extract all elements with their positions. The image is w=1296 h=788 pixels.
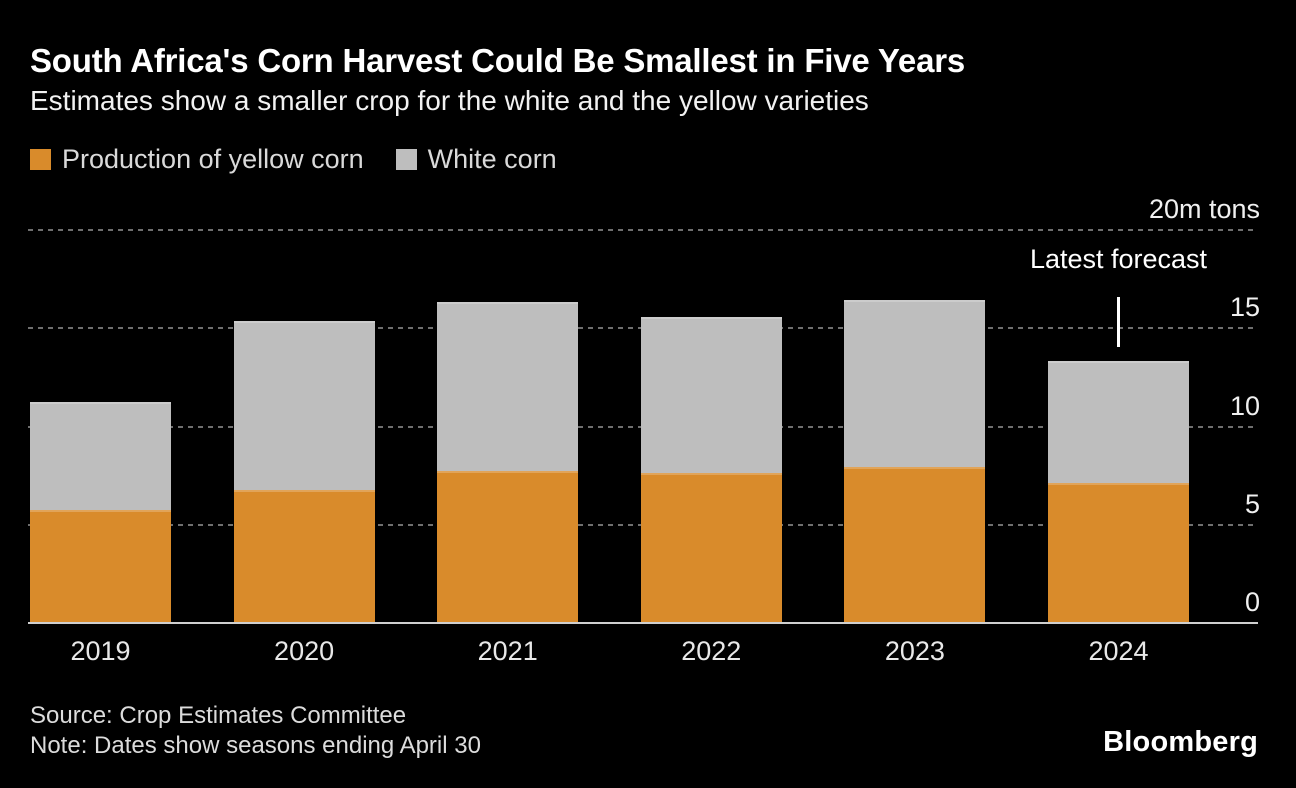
bar-segment-yellow-2021	[437, 470, 579, 622]
bar-segment-white-2019	[30, 401, 171, 510]
bloomberg-logo: Bloomberg	[1103, 726, 1258, 758]
bar-segment-yellow-2020	[233, 490, 375, 622]
y-axis-tick-label-5: 5	[1244, 488, 1260, 519]
bar-segment-yellow-2022	[640, 472, 782, 622]
legend-label: White corn	[427, 144, 557, 174]
legend-item: Production of yellow corn	[30, 144, 364, 175]
x-axis-label-2022: 2022	[681, 636, 742, 666]
y-axis-tick-label-10: 10	[1229, 390, 1260, 421]
bar-segment-white-2023	[844, 299, 986, 467]
bar-segment-white-2024	[1048, 360, 1189, 483]
x-axis-label-2024: 2024	[1088, 636, 1149, 666]
x-axis-label-2020: 2020	[274, 636, 335, 666]
note-text: Note: Dates show seasons ending April 30	[30, 732, 481, 759]
legend-item: White corn	[395, 144, 557, 175]
bar-segment-white-2022	[640, 317, 782, 473]
y-axis-tick-label-0: 0	[1244, 587, 1260, 617]
x-axis-label-2021: 2021	[477, 636, 538, 666]
y-axis-tick-label-15: 15	[1229, 292, 1260, 323]
legend: Production of yellow corn White corn	[30, 144, 557, 175]
bar-segment-yellow-2023	[844, 466, 986, 622]
y-axis-tick-label-20: 20m tons	[1148, 194, 1260, 224]
annotation-line	[1117, 297, 1120, 347]
chart-subtitle: Estimates show a smaller crop for the wh…	[30, 85, 869, 116]
x-axis-baseline	[28, 622, 1258, 624]
source-text: Source: Crop Estimates Committee	[30, 702, 407, 729]
legend-swatch-yellow-corn	[30, 149, 51, 170]
bar-segment-yellow-2024	[1048, 482, 1189, 622]
x-axis-label-2023: 2023	[884, 636, 945, 666]
x-axis-label-2019: 2019	[70, 636, 131, 666]
bar-segment-white-2020	[233, 321, 375, 491]
annotation-label-latest-forecast: Latest forecast	[1029, 244, 1208, 274]
bar-segment-yellow-2019	[30, 510, 171, 622]
bar-segment-white-2021	[437, 301, 579, 471]
legend-label: Production of yellow corn	[62, 144, 364, 174]
legend-swatch-white-corn	[395, 149, 417, 170]
gridline-20	[28, 229, 1258, 231]
chart-title: South Africa's Corn Harvest Could Be Sma…	[30, 42, 966, 79]
